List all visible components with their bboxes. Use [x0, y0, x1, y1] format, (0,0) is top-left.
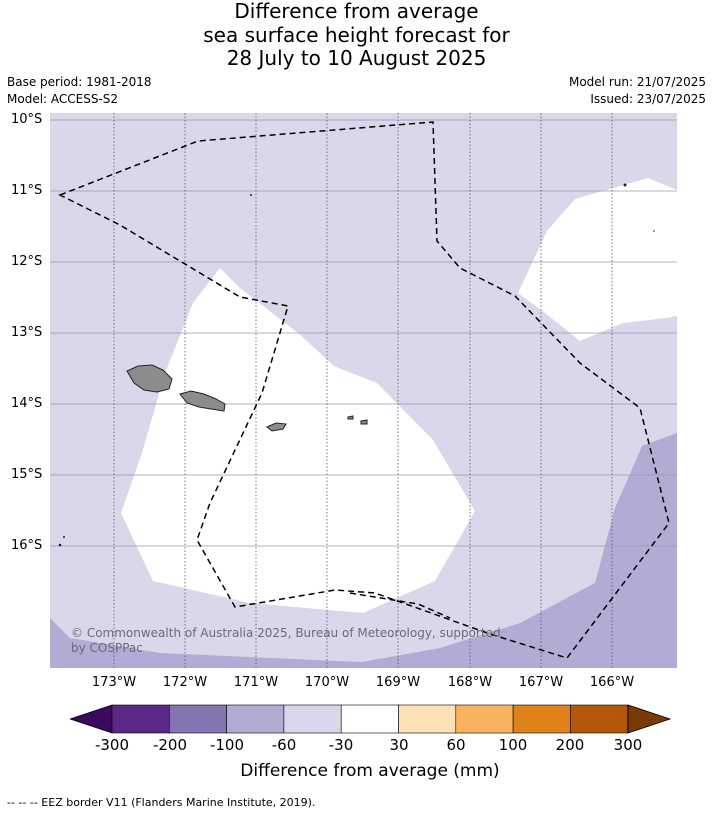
colorbar-bin — [283, 704, 342, 734]
lon-label-173w: 173°W — [91, 675, 137, 690]
lon-label-171w: 171°W — [233, 675, 279, 690]
colorbar-label: Difference from average (mm) — [240, 761, 500, 781]
meta-right: Model run: 21/07/2025 Issued: 23/07/2025 — [569, 74, 706, 108]
near-average-zone-samoa — [121, 268, 475, 613]
colorbar-bin — [512, 704, 571, 734]
title-line-1: Difference from average — [234, 0, 479, 23]
colorbar-bin — [398, 704, 457, 734]
copyright-notice: © Commonwealth of Australia 2025, Bureau… — [71, 626, 501, 655]
lat-label-15s: 15°S — [11, 467, 43, 482]
model-run: Model run: 21/07/2025 — [568, 75, 706, 89]
island-savaii — [126, 364, 173, 393]
title-line-3: 28 July to 10 August 2025 — [226, 46, 487, 70]
title-line-2: sea surface height forecast for — [203, 22, 510, 47]
latitude-grid — [50, 119, 677, 547]
lon-label-170w: 170°W — [304, 675, 350, 690]
island-tutuila — [266, 422, 287, 432]
eez-border-south — [349, 592, 451, 619]
map-title: Difference from average sea surface heig… — [0, 0, 713, 71]
colorbar-tick-300: 300 — [613, 736, 643, 754]
colorbar-tick-neg300: -300 — [94, 736, 130, 754]
colorbar-over-arrow — [627, 704, 672, 734]
colorbar-bin — [169, 704, 227, 734]
island-upolu — [179, 390, 226, 412]
colorbar-tick-30: 30 — [389, 736, 409, 754]
lon-label-166w: 166°W — [589, 675, 635, 690]
small-islands — [58, 183, 655, 547]
issued-date: Issued: 23/07/2025 — [590, 92, 706, 106]
colorbar-tick-100: 100 — [498, 736, 528, 754]
colorbar-bin — [340, 704, 399, 734]
lon-label-172w: 172°W — [162, 675, 208, 690]
colorbar-bin — [111, 704, 170, 734]
colorbar-tick-60: 60 — [446, 736, 466, 754]
lat-label-13s: 13°S — [11, 325, 43, 340]
lat-label-12s: 12°S — [11, 254, 43, 269]
near-average-zone-northeast — [518, 178, 677, 341]
base-period: Base period: 1981-2018 — [7, 75, 152, 89]
colorbar — [70, 704, 672, 734]
meta-left: Base period: 1981-2018 Model: ACCESS-S2 — [7, 74, 152, 108]
lat-label-14s: 14°S — [11, 396, 43, 411]
colorbar-tick-neg200: -200 — [152, 736, 188, 754]
sea-surface-height-map — [50, 113, 677, 668]
lon-label-168w: 168°W — [447, 675, 493, 690]
eez-legend: -- -- -- EEZ border V11 (Flanders Marine… — [7, 796, 316, 809]
colorbar-tick-neg100: -100 — [209, 736, 245, 754]
colorbar-tick-neg30: -30 — [328, 736, 354, 754]
island-manua-1 — [347, 415, 354, 420]
band-neg100-neg60 — [50, 433, 677, 668]
lon-label-169w: 169°W — [375, 675, 421, 690]
colorbar-bins — [111, 704, 628, 734]
colorbar-under-arrow — [70, 704, 113, 734]
eez-border-samoa — [58, 121, 670, 659]
colorbar-tick-200: 200 — [555, 736, 585, 754]
colorbar-bin — [570, 704, 628, 734]
island-manua-2 — [360, 419, 368, 425]
lat-label-16s: 16°S — [11, 538, 43, 553]
longitude-grid — [113, 113, 613, 668]
lon-label-167w: 167°W — [518, 675, 564, 690]
samoa-islands — [126, 364, 368, 432]
lat-label-10s: 10°S — [11, 112, 43, 127]
colorbar-tick-neg60: -60 — [271, 736, 297, 754]
colorbar-bin — [226, 704, 285, 734]
model-name: Model: ACCESS-S2 — [7, 92, 119, 106]
colorbar-bin — [455, 704, 514, 734]
eez-borders — [58, 121, 670, 659]
lat-label-11s: 11°S — [11, 183, 43, 198]
